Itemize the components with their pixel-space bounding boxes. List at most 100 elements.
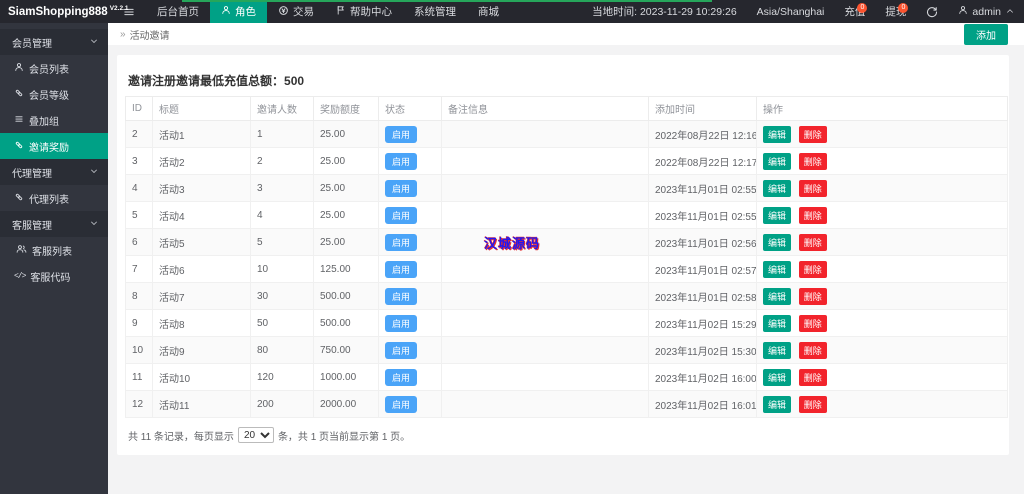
link-icon bbox=[14, 88, 24, 101]
edit-button[interactable]: 编辑 bbox=[763, 368, 792, 386]
edit-button[interactable]: 编辑 bbox=[763, 125, 792, 143]
status-enabled-button[interactable]: 启用 bbox=[385, 152, 418, 170]
status-enabled-button[interactable]: 启用 bbox=[385, 233, 418, 251]
cell-added-time: 2023年11月02日 16:01:09 bbox=[648, 390, 757, 418]
delete-button[interactable]: 删除 bbox=[798, 341, 827, 359]
cell-added-time: 2023年11月01日 02:58:38 bbox=[648, 282, 757, 310]
delete-button[interactable]: 删除 bbox=[798, 287, 827, 305]
withdraw-button[interactable]: 提现 0 bbox=[885, 3, 909, 18]
cell-amount: 25.00 bbox=[313, 120, 379, 148]
status-enabled-button[interactable]: 启用 bbox=[385, 395, 418, 413]
cell-amount: 25.00 bbox=[313, 147, 379, 175]
cell-status: 启用 bbox=[378, 336, 442, 364]
topbar: SiamShopping888 V2.2.1 后台首页 角色 交易 帮助中心 bbox=[0, 0, 1024, 23]
cell-amount: 1000.00 bbox=[313, 363, 379, 391]
sidebar-group-agents[interactable]: 代理管理 bbox=[0, 159, 108, 185]
edit-button[interactable]: 编辑 bbox=[763, 287, 792, 305]
delete-button[interactable]: 删除 bbox=[798, 125, 827, 143]
status-enabled-button[interactable]: 启用 bbox=[385, 260, 418, 278]
cell-invitees: 5 bbox=[250, 228, 314, 256]
status-enabled-button[interactable]: 启用 bbox=[385, 368, 418, 386]
edit-button[interactable]: 编辑 bbox=[763, 395, 792, 413]
nav-item-roles[interactable]: 角色 bbox=[210, 0, 267, 23]
cell-remark bbox=[441, 120, 649, 148]
delete-button[interactable]: 删除 bbox=[798, 260, 827, 278]
nav-item-system[interactable]: 系统管理 bbox=[414, 6, 456, 18]
sidebar-item-member-list[interactable]: 会员列表 bbox=[0, 55, 108, 81]
activity-table: ID 标题 邀请人数 奖励额度 状态 备注信息 添加时间 操作 bbox=[125, 96, 1008, 418]
sidebar-item-support-list[interactable]: 客服列表 bbox=[0, 237, 108, 263]
sidebar-item-stack-group[interactable]: 叠加组 bbox=[0, 107, 108, 133]
chevron-up-icon bbox=[1006, 6, 1014, 18]
cell-remark bbox=[441, 282, 649, 310]
nav-item-help-center[interactable]: 帮助中心 bbox=[325, 0, 403, 23]
sidebar-group-support[interactable]: 客服管理 bbox=[0, 211, 108, 237]
cell-added-time: 2023年11月02日 16:00:56 bbox=[648, 363, 757, 391]
edit-button[interactable]: 编辑 bbox=[763, 314, 792, 332]
refresh-icon[interactable] bbox=[916, 6, 948, 18]
cell-id: 4 bbox=[125, 174, 153, 202]
col-header-title: 标题 bbox=[152, 96, 251, 121]
nav-item-dashboard[interactable]: 后台首页 bbox=[157, 6, 199, 18]
withdraw-badge: 0 bbox=[898, 3, 909, 13]
delete-button[interactable]: 删除 bbox=[798, 368, 827, 386]
cell-actions: 编辑 删除 bbox=[756, 228, 1008, 256]
edit-button[interactable]: 编辑 bbox=[763, 152, 792, 170]
topbar-right: 当地时间: 2023-11-29 10:29:26 Asia/Shanghai … bbox=[582, 0, 1024, 23]
status-enabled-button[interactable]: 启用 bbox=[385, 179, 418, 197]
local-time: 当地时间: 2023-11-29 10:29:26 bbox=[592, 6, 737, 18]
nav-item-mall[interactable]: 商城 bbox=[478, 6, 499, 18]
cell-id: 10 bbox=[125, 336, 153, 364]
list-icon bbox=[14, 114, 24, 127]
edit-button[interactable]: 编辑 bbox=[763, 233, 792, 251]
cell-title: 活动6 bbox=[152, 255, 251, 283]
hamburger-menu-icon[interactable] bbox=[112, 0, 146, 23]
delete-button[interactable]: 删除 bbox=[798, 233, 827, 251]
activity-card: 邀请注册邀请最低充值总额：500 ID 标题 邀请人数 奖 bbox=[117, 55, 1009, 455]
delete-button[interactable]: 删除 bbox=[798, 314, 827, 332]
page-size-select[interactable]: 20 bbox=[237, 427, 274, 443]
sidebar-group-members[interactable]: 会员管理 bbox=[0, 29, 108, 55]
edit-button[interactable]: 编辑 bbox=[763, 260, 792, 278]
cell-added-time: 2023年11月01日 02:57:09 bbox=[648, 255, 757, 283]
sidebar-item-agent-list[interactable]: 代理列表 bbox=[0, 185, 108, 211]
recharge-button[interactable]: 充值 0 bbox=[844, 3, 868, 18]
cell-amount: 125.00 bbox=[313, 255, 379, 283]
nav-item-transactions[interactable]: 交易 bbox=[267, 0, 325, 23]
cell-title: 活动8 bbox=[152, 309, 251, 337]
cell-actions: 编辑 删除 bbox=[756, 120, 1008, 148]
status-enabled-button[interactable]: 启用 bbox=[385, 125, 418, 143]
pagination-suffix: 条，共 1 页当前显示第 1 页。 bbox=[277, 431, 411, 443]
breadcrumb-bar: » 活动邀请 添加 bbox=[108, 23, 1024, 45]
edit-button[interactable]: 编辑 bbox=[763, 179, 792, 197]
delete-button[interactable]: 删除 bbox=[798, 206, 827, 224]
status-enabled-button[interactable]: 启用 bbox=[385, 206, 418, 224]
sidebar-item-member-levels[interactable]: 会员等级 bbox=[0, 81, 108, 107]
edit-button[interactable]: 编辑 bbox=[763, 206, 792, 224]
cell-amount: 2000.00 bbox=[313, 390, 379, 418]
cell-invitees: 3 bbox=[250, 174, 314, 202]
cell-amount: 25.00 bbox=[313, 174, 379, 202]
cell-id: 12 bbox=[125, 390, 153, 418]
sidebar-item-support-code[interactable]: </> 客服代码 bbox=[14, 271, 71, 284]
sidebar-item-invite-rewards[interactable]: 邀请奖励 bbox=[0, 133, 108, 159]
loading-progress-bar bbox=[182, 0, 712, 2]
status-enabled-button[interactable]: 启用 bbox=[385, 287, 418, 305]
timezone-label: Asia/Shanghai bbox=[756, 5, 825, 18]
col-header-status: 状态 bbox=[378, 96, 442, 121]
delete-button[interactable]: 删除 bbox=[798, 395, 827, 413]
cell-id: 6 bbox=[125, 228, 153, 256]
cell-actions: 编辑 删除 bbox=[756, 336, 1008, 364]
add-button[interactable]: 添加 bbox=[964, 23, 1008, 45]
delete-button[interactable]: 删除 bbox=[798, 152, 827, 170]
cell-amount: 750.00 bbox=[313, 336, 379, 364]
table-body: 2 活动1 1 25.00 启用 2022年08月22日 12:16:41 bbox=[125, 120, 1008, 418]
status-enabled-button[interactable]: 启用 bbox=[385, 314, 418, 332]
table-row: 10 活动9 80 750.00 启用 2023年11月02日 15:30:31 bbox=[125, 336, 1008, 364]
version-label: V2.2.1 bbox=[109, 5, 129, 12]
edit-button[interactable]: 编辑 bbox=[763, 341, 792, 359]
user-menu[interactable]: admin bbox=[948, 5, 1024, 18]
status-enabled-button[interactable]: 启用 bbox=[385, 341, 418, 359]
delete-button[interactable]: 删除 bbox=[798, 179, 827, 197]
